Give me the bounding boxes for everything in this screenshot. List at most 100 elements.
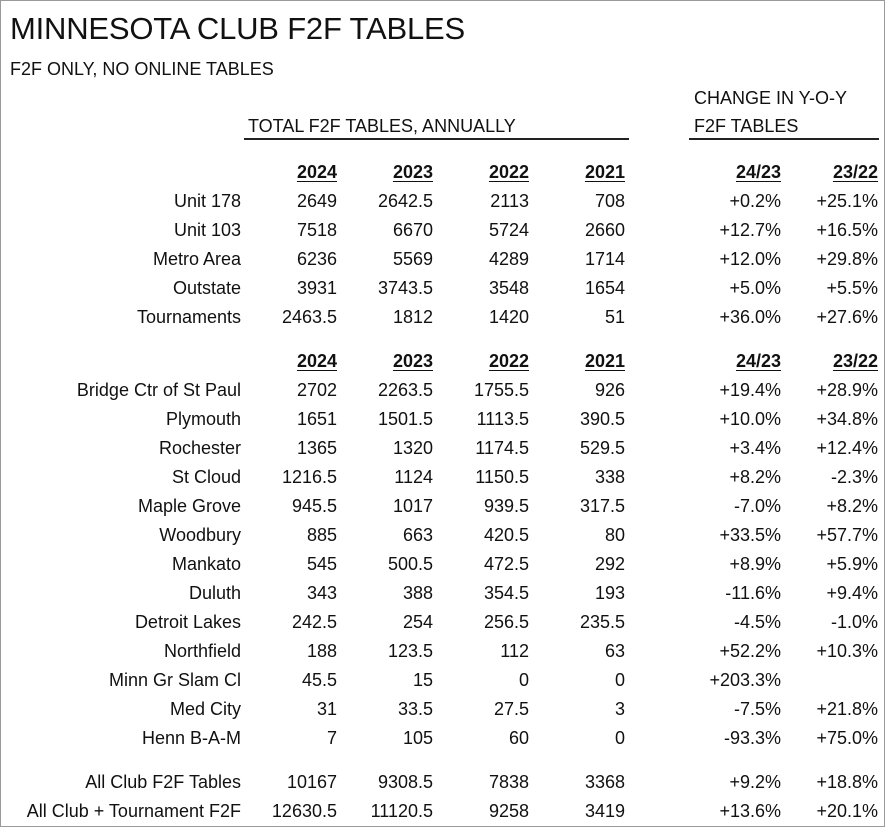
cell-change-24-23: -93.3%: [723, 728, 781, 748]
col-header-2023: 2023: [392, 351, 433, 371]
cell-change-24-23: +3.4%: [729, 438, 781, 458]
col-header-2022: 2022: [488, 351, 529, 371]
cell-2024: 2649: [296, 191, 337, 211]
cell-2023: 1501.5: [377, 409, 433, 429]
row-label: Woodbury: [159, 525, 241, 545]
table-row: Outstate 3931 3743.5 3548 1654 +5.0% +5.…: [1, 274, 885, 303]
cell-change-23-22: +75.0%: [816, 728, 878, 748]
cell-2023: 6670: [392, 220, 433, 240]
cell-change-23-22: +21.8%: [816, 699, 878, 719]
cell-change-24-23: +10.0%: [719, 409, 781, 429]
cell-change-24-23: +8.9%: [729, 554, 781, 574]
cell-change-23-22: +5.5%: [826, 278, 878, 298]
cell-2023: 3743.5: [377, 278, 433, 298]
table-row: Tournaments 2463.5 1812 1420 51 +36.0% +…: [1, 303, 885, 332]
cell-change-23-22: +9.4%: [826, 583, 878, 603]
table-row: Unit 103 7518 6670 5724 2660 +12.7% +16.…: [1, 216, 885, 245]
cell-change-23-22: -1.0%: [830, 612, 878, 632]
cell-2024: 7: [326, 728, 337, 748]
cell-2023: 388: [402, 583, 433, 603]
cell-2023: 1017: [392, 496, 433, 516]
cell-2024: 945.5: [291, 496, 337, 516]
cell-2023: 1124: [394, 467, 433, 487]
cell-2024: 1651: [296, 409, 337, 429]
cell-change-24-23: +9.2%: [729, 772, 781, 792]
cell-2022: 1755.5: [473, 380, 529, 400]
cell-2024: 2463.5: [281, 307, 337, 327]
cell-change-23-22: +18.8%: [816, 772, 878, 792]
cell-2022: 472.5: [483, 554, 529, 574]
table-row: Northfield 188 123.5 112 63 +52.2% +10.3…: [1, 637, 885, 666]
cell-change-24-23: -4.5%: [733, 612, 781, 632]
cell-2022: 1174.5: [475, 438, 529, 458]
cell-change-23-22: +16.5%: [816, 220, 878, 240]
table-row: Unit 178 2649 2642.5 2113 708 +0.2% +25.…: [1, 187, 885, 216]
cell-change-23-22: +57.7%: [816, 525, 878, 545]
table-row: Henn B-A-M 7 105 60 0 -93.3% +75.0%: [1, 724, 885, 753]
cell-2023: 33.5: [397, 699, 433, 719]
cell-2021: 51: [604, 307, 625, 327]
cell-2021: 0: [614, 728, 625, 748]
cell-change-24-23: -11.6%: [725, 583, 781, 603]
page-subtitle: F2F ONLY, NO ONLINE TABLES: [10, 59, 274, 79]
row-label: Med City: [169, 699, 241, 719]
cell-2024: 545: [306, 554, 337, 574]
page-title: MINNESOTA CLUB F2F TABLES: [10, 11, 465, 46]
cell-2023: 123.5: [387, 641, 433, 661]
cell-2022: 4289: [488, 249, 529, 269]
cell-change-23-22: +5.9%: [826, 554, 878, 574]
cell-2024: 343: [306, 583, 337, 603]
table-row: St Cloud 1216.5 1124 1150.5 338 +8.2% -2…: [1, 463, 885, 492]
total-header-underline: [244, 138, 629, 140]
cell-2023: 15: [412, 670, 433, 690]
cell-2021: 3: [614, 699, 625, 719]
cell-change-24-23: +19.4%: [719, 380, 781, 400]
cell-2024: 7518: [296, 220, 337, 240]
cell-2021: 338: [594, 467, 625, 487]
cell-2024: 3931: [296, 278, 337, 298]
table-row: Mankato 545 500.5 472.5 292 +8.9% +5.9%: [1, 550, 885, 579]
column-header-row-1: 2024 2023 2022 2021 24/23 23/22: [1, 158, 885, 187]
cell-2022: 27.5: [493, 699, 529, 719]
row-label: Duluth: [188, 583, 241, 603]
cell-change-23-22: +34.8%: [816, 409, 878, 429]
row-label: Detroit Lakes: [134, 612, 241, 632]
cell-2024: 10167: [286, 772, 337, 792]
cell-2023: 11120.5: [370, 801, 433, 821]
row-label: All Club + Tournament F2F: [26, 801, 241, 821]
total-row: All Club F2F Tables 10167 9308.5 7838 33…: [1, 768, 885, 797]
cell-2023: 2642.5: [377, 191, 433, 211]
cell-change-23-22: -2.3%: [830, 467, 878, 487]
column-header-row-2: 2024 2023 2022 2021 24/23 23/22: [1, 347, 885, 376]
row-label: St Cloud: [171, 467, 241, 487]
col-header-2023: 2023: [392, 162, 433, 182]
cell-2021: 317.5: [579, 496, 625, 516]
cell-change-23-22: +12.4%: [816, 438, 878, 458]
cell-2023: 663: [402, 525, 433, 545]
cell-change-24-23: +52.2%: [719, 641, 781, 661]
row-label: Plymouth: [165, 409, 241, 429]
row-label: Unit 178: [173, 191, 241, 211]
cell-2022: 256.5: [483, 612, 529, 632]
cell-2022: 2113: [490, 191, 529, 211]
table-row: Duluth 343 388 354.5 193 -11.6% +9.4%: [1, 579, 885, 608]
row-label: Mankato: [171, 554, 241, 574]
change-header-underline: [689, 138, 879, 140]
cell-2023: 500.5: [387, 554, 433, 574]
cell-2023: 105: [402, 728, 433, 748]
cell-2024: 188: [306, 641, 337, 661]
table-row: Plymouth 1651 1501.5 1113.5 390.5 +10.0%…: [1, 405, 885, 434]
cell-2022: 7838: [488, 772, 529, 792]
cell-2021: 193: [594, 583, 625, 603]
cell-2022: 3548: [488, 278, 529, 298]
cell-2022: 939.5: [483, 496, 529, 516]
cell-2021: 2660: [584, 220, 625, 240]
cell-2024: 45.5: [301, 670, 337, 690]
cell-2024: 2702: [296, 380, 337, 400]
cell-2021: 926: [594, 380, 625, 400]
col-header-2021: 2021: [584, 351, 625, 371]
row-label: Metro Area: [152, 249, 241, 269]
cell-change-24-23: +12.0%: [719, 249, 781, 269]
row-label: Maple Grove: [137, 496, 241, 516]
cell-change-23-22: +20.1%: [816, 801, 878, 821]
